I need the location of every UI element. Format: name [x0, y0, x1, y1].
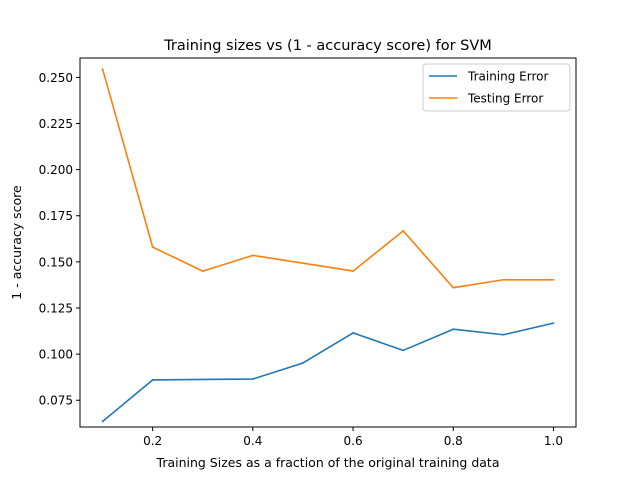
y-tick-label: 0.175	[39, 209, 73, 223]
training-error-point	[502, 333, 505, 336]
testing-error-point	[302, 262, 304, 265]
x-axis-ticks: 0.2 0.4 0.6 0.8 1.0	[143, 427, 563, 448]
legend: Training Error Testing Error	[422, 63, 571, 112]
training-error-line	[102, 322, 554, 423]
y-tick-label: 0.200	[39, 163, 73, 177]
y-tick-label: 0.225	[39, 117, 73, 131]
x-tick-label: 1.0	[544, 434, 563, 448]
axes-frame	[79, 57, 577, 428]
testing-error-point	[502, 278, 505, 281]
testing-error-point	[201, 270, 204, 272]
testing-error-point	[352, 270, 354, 272]
y-tick-label: 0.125	[39, 301, 73, 315]
y-tick-label: 0.250	[39, 71, 73, 85]
testing-error-point	[101, 68, 104, 70]
series-layer	[101, 68, 555, 423]
training-error-point	[352, 332, 354, 334]
y-tick-label: 0.150	[39, 255, 73, 269]
y-axis-ticks: 0.075 0.100 0.125 0.150 0.175 0.200 0.225 0.250	[39, 71, 80, 408]
testing-error-point	[552, 278, 555, 281]
training-error-point	[302, 362, 304, 364]
training-error-point	[201, 378, 204, 381]
plot-area	[79, 57, 577, 428]
x-axis-label: Training Sizes as a fraction of the orig…	[156, 455, 500, 470]
legend-items: Training Error Testing Error	[429, 70, 548, 106]
testing-error-point	[402, 229, 405, 232]
x-tick-label: 0.8	[444, 434, 463, 448]
legend-box	[422, 63, 571, 112]
plot-background	[80, 58, 576, 427]
training-error-point	[151, 379, 154, 381]
y-tick-label: 0.100	[39, 348, 73, 362]
legend-label-training-error: Training Error	[467, 70, 548, 84]
training-error-point	[552, 322, 555, 325]
legend-label-testing-error: Testing Error	[467, 92, 543, 106]
testing-error-point	[452, 286, 455, 289]
x-tick-label: 0.6	[344, 434, 363, 448]
y-axis-label: 1 - accuracy score	[9, 185, 24, 300]
training-error-point	[101, 420, 104, 423]
testing-error-point	[251, 254, 254, 257]
testing-error-point	[151, 246, 154, 249]
training-error-point	[452, 328, 455, 331]
x-tick-label: 0.2	[143, 434, 162, 448]
y-tick-label: 0.075	[39, 394, 73, 408]
training-error-point	[251, 378, 254, 380]
x-tick-label: 0.4	[243, 434, 262, 448]
chart-title: Training sizes vs (1 - accuracy score) f…	[163, 38, 492, 54]
training-error-point	[402, 349, 405, 352]
testing-error-line	[101, 68, 554, 289]
